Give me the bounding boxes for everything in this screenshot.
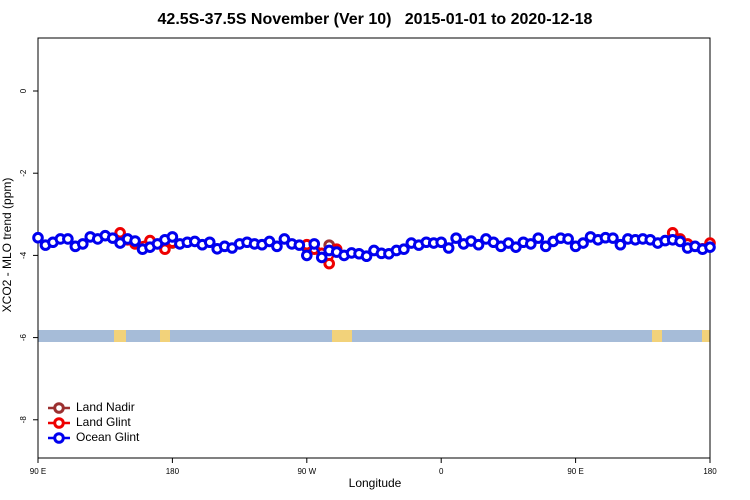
legend-marker <box>53 402 65 414</box>
point <box>129 235 141 247</box>
point <box>704 241 716 253</box>
ocean-band <box>38 330 710 342</box>
x-axis-label: Longitude <box>349 476 402 490</box>
point <box>607 232 619 244</box>
land-patch <box>332 330 352 342</box>
y-tick-label: -4 <box>19 251 28 259</box>
point <box>271 240 283 253</box>
point <box>525 238 537 250</box>
point <box>614 238 627 251</box>
land-mask-band <box>38 330 710 342</box>
point <box>442 242 455 254</box>
point <box>450 232 462 244</box>
y-tick-label: -6 <box>19 333 28 341</box>
point <box>435 236 448 249</box>
chart-title: 42.5S-37.5S November (Ver 10) 2015-01-01… <box>158 11 593 28</box>
point <box>263 235 276 248</box>
y-tick-label: 0 <box>19 88 28 93</box>
point <box>293 239 306 251</box>
y-axis-label: XCO2 - MLO trend (ppm) <box>0 178 14 313</box>
land-patch <box>702 330 710 342</box>
point <box>577 237 589 249</box>
point <box>360 250 373 263</box>
point <box>308 238 321 250</box>
point <box>32 231 44 244</box>
point <box>315 251 328 264</box>
point <box>532 232 545 244</box>
y-tick-label: -8 <box>19 416 28 424</box>
legend-label: Land Glint <box>76 415 131 429</box>
y-tick-label: -2 <box>19 169 28 177</box>
x-tick-label: 90 W <box>297 467 316 476</box>
x-tick-label: 90 E <box>30 467 46 476</box>
legend-label: Land Nadir <box>76 400 135 414</box>
point <box>472 238 485 251</box>
x-tick-label: 180 <box>166 467 180 476</box>
series <box>32 229 716 264</box>
land-patch <box>652 330 662 342</box>
point <box>203 236 216 249</box>
x-tick-label: 90 E <box>567 467 583 476</box>
point <box>77 238 89 250</box>
point <box>510 241 522 253</box>
point <box>323 257 336 270</box>
point <box>106 232 119 244</box>
point <box>539 240 552 253</box>
point <box>278 233 291 245</box>
land-patch <box>160 330 170 342</box>
point <box>166 231 179 243</box>
legend-label: Ocean Glint <box>76 430 140 444</box>
point <box>62 233 74 245</box>
x-tick-label: 0 <box>439 467 444 476</box>
land-patch <box>114 330 126 342</box>
point <box>114 226 126 239</box>
point <box>398 243 410 256</box>
point <box>301 249 313 262</box>
x-tick-label: 180 <box>703 467 717 476</box>
point <box>562 233 574 245</box>
legend-marker <box>53 417 65 429</box>
point <box>674 235 686 248</box>
legend-marker <box>53 432 65 444</box>
